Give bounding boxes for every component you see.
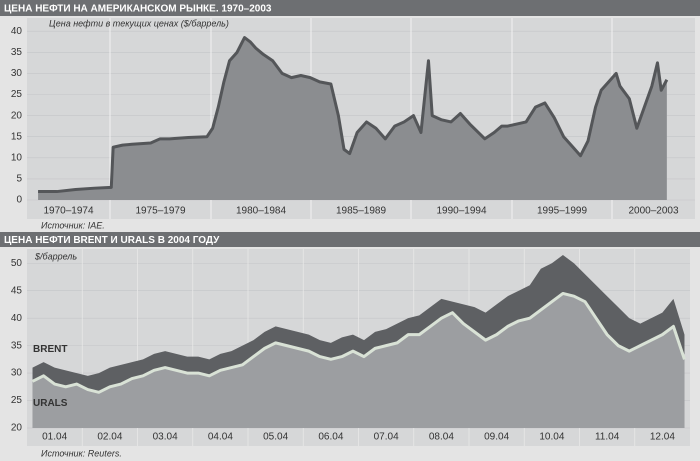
area <box>38 37 667 200</box>
line <box>31 291 686 394</box>
source: Источник: IAE. <box>41 220 105 230</box>
y-tick-label: 30 <box>11 368 23 379</box>
x-tick-label: 05.04 <box>263 432 288 443</box>
y-axis-label: Цена нефти в текущих ценах ($/баррель) <box>49 18 229 28</box>
header-bar <box>0 0 700 16</box>
series-label: BRENT <box>33 344 67 355</box>
x-tick-label: 01.04 <box>42 432 67 443</box>
y-tick-label: 15 <box>11 131 23 142</box>
y-axis-label: $/баррель <box>34 251 77 261</box>
x-tick-label: 1995–1999 <box>537 206 587 217</box>
area <box>32 293 685 428</box>
x-tick-label: 07.04 <box>374 432 399 443</box>
series-label: URALS <box>33 398 68 409</box>
y-tick-label: 40 <box>11 26 23 37</box>
x-tick-label: 11.04 <box>595 432 620 443</box>
chart-title: ЦЕНА НЕФТИ НА АМЕРИКАНСКОМ РЫНКЕ. 1970–2… <box>4 4 272 15</box>
y-tick-label: 0 <box>16 195 22 206</box>
y-tick-label: 25 <box>11 395 23 406</box>
header-bar <box>0 232 700 247</box>
x-tick-label: 1990–1994 <box>436 206 486 217</box>
x-tick-label: 02.04 <box>97 432 122 443</box>
y-tick-label: 40 <box>11 313 23 324</box>
y-tick-label: 25 <box>11 89 23 100</box>
y-tick-label: 20 <box>11 110 23 121</box>
x-tick-label: 06.04 <box>318 432 343 443</box>
x-tick-label: 09.04 <box>484 432 509 443</box>
x-tick-label: 08.04 <box>429 432 454 443</box>
x-tick-label: 10.04 <box>539 432 564 443</box>
y-tick-label: 30 <box>11 68 23 79</box>
y-tick-label: 20 <box>11 423 23 434</box>
x-tick-label: 12.04 <box>650 432 675 443</box>
y-tick-label: 5 <box>16 174 22 185</box>
y-tick-label: 50 <box>11 258 23 269</box>
y-tick-label: 45 <box>11 285 23 296</box>
x-tick-label: 1980–1984 <box>236 206 286 217</box>
chart-title: ЦЕНА НЕФТИ BRENT И URALS В 2004 ГОДУ <box>4 235 220 246</box>
x-tick-label: 1985–1989 <box>336 206 386 217</box>
y-tick-label: 35 <box>11 47 23 58</box>
y-tick-label: 35 <box>11 340 23 351</box>
x-tick-label: 03.04 <box>153 432 178 443</box>
line <box>38 36 669 194</box>
x-tick-label: 1970–1974 <box>43 206 93 217</box>
x-tick-label: 2000–2003 <box>628 206 678 217</box>
source: Источник: Reuters. <box>41 448 122 458</box>
y-tick-label: 10 <box>11 152 23 163</box>
x-tick-label: 1975–1979 <box>135 206 185 217</box>
x-tick-label: 04.04 <box>208 432 233 443</box>
